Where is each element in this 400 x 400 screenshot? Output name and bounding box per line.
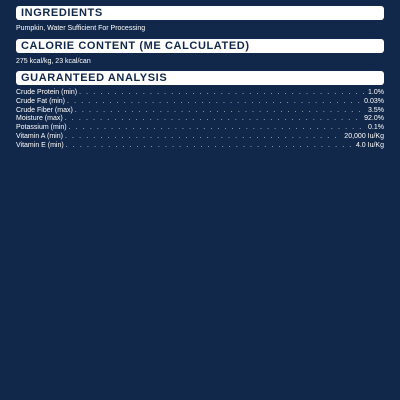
guaranteed-analysis-list: Crude Protein (min) 1.0% Crude Fat (min)… — [16, 89, 384, 151]
analysis-label: Crude Protein (min) — [16, 89, 78, 96]
analysis-value: 1.0% — [368, 89, 384, 96]
analysis-row-vitamin-a: Vitamin A (min) 20,000 Iu/Kg — [16, 133, 384, 142]
analysis-row-crude-fat: Crude Fat (min) 0.03% — [16, 98, 384, 107]
dot-leader — [69, 124, 366, 133]
guaranteed-analysis-heading: GUARANTEED ANALYSIS — [16, 71, 384, 85]
dot-leader — [79, 89, 366, 98]
analysis-label: Crude Fat (min) — [16, 97, 66, 105]
ingredients-heading: INGREDIENTS — [16, 6, 384, 20]
analysis-value: 20,000 Iu/Kg — [344, 132, 384, 140]
analysis-label: Moisture (max) — [16, 115, 63, 123]
analysis-label: Potassium (min) — [16, 124, 67, 132]
dot-leader — [65, 133, 342, 142]
dot-leader — [66, 142, 354, 151]
analysis-value: 3.5% — [368, 106, 384, 114]
analysis-label: Vitamin E (min) — [16, 141, 64, 149]
analysis-value: 0.1% — [368, 124, 384, 132]
dot-leader — [67, 98, 362, 107]
analysis-row-vitamin-e: Vitamin E (min) 4.0 Iu/Kg — [16, 142, 384, 151]
calorie-content-heading: CALORIE CONTENT (ME CALCULATED) — [16, 39, 384, 53]
analysis-value: 0.03% — [364, 97, 384, 105]
analysis-row-moisture: Moisture (max) 92.0% — [16, 115, 384, 124]
analysis-row-crude-fiber: Crude Fiber (max) 3.5% — [16, 107, 384, 116]
analysis-row-potassium: Potassium (min) 0.1% — [16, 124, 384, 133]
analysis-row-crude-protein: Crude Protein (min) 1.0% — [16, 89, 384, 98]
ingredients-text: Pumpkin, Water Sufficient For Processing — [16, 25, 146, 32]
analysis-value: 4.0 Iu/Kg — [355, 141, 384, 149]
dot-leader — [75, 107, 366, 116]
analysis-value: 92.0% — [364, 115, 384, 123]
analysis-label: Vitamin A (min) — [16, 132, 63, 140]
dot-leader — [65, 115, 362, 124]
calorie-content-text: 275 kcal/kg, 23 kcal/can — [16, 58, 91, 65]
analysis-label: Crude Fiber (max) — [16, 106, 73, 114]
